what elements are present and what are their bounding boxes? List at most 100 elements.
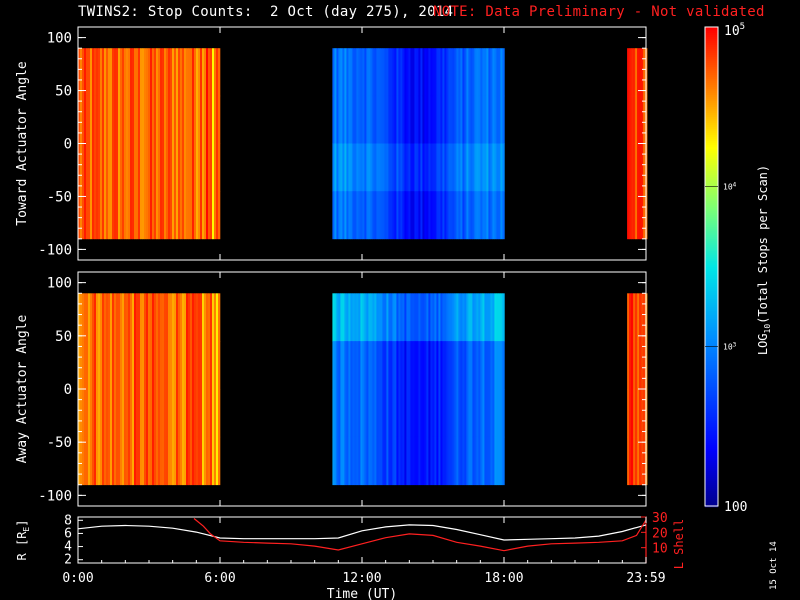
heatmap-cell [448,143,451,192]
heatmap-cell [342,341,345,390]
heatmap-cell [366,48,369,97]
heatmap-cell [92,436,95,486]
heatmap-cell [192,436,195,486]
heatmap-cell [404,389,407,438]
heatmap-cell [170,389,173,438]
heatmap-cell [82,341,85,390]
heatmap-cell [206,389,209,438]
heatmap-cell [104,191,107,240]
heatmap-cell [372,143,375,192]
heatmap-cell [190,389,193,438]
heatmap-cell [120,389,123,438]
heatmap-cell [172,143,175,192]
heatmap-cell [342,389,345,438]
heatmap-cell [490,341,493,390]
heatmap-cell [342,293,345,342]
heatmap-cell [132,143,135,192]
heatmap-cell [358,143,361,192]
heatmap-cell [488,293,491,342]
colorbar-cell [705,489,718,492]
colorbar-cell [705,503,718,506]
colorbar-cell [705,173,718,176]
heatmap-cell [106,389,109,438]
heatmap-cell [380,95,383,144]
heatmap-cell [398,341,401,390]
heatmap-cell [172,436,175,486]
heatmap-cell [370,95,373,144]
heatmap-cell [362,191,365,240]
heatmap-cell [424,389,427,438]
colorbar-cell [705,321,718,324]
heatmap-cell [380,341,383,390]
heatmap-cell [392,341,395,390]
heatmap-cell [488,341,491,390]
heatmap-cell [218,341,221,390]
heatmap-cell [106,191,109,240]
heatmap-cell [418,95,421,144]
heatmap-cell [380,436,383,486]
heatmap-cell [90,293,93,342]
heatmap-cell [492,436,495,486]
heatmap-cell [446,48,449,97]
heatmap-cell [126,48,129,97]
colorbar-cell [705,433,718,436]
heatmap-cell [142,95,145,144]
y-tick-label: -50 [47,435,72,451]
colorbar-cell [705,229,718,232]
heatmap-cell [162,191,165,240]
heatmap-cell [132,436,135,486]
heatmap-cell [384,389,387,438]
heatmap-cell [374,48,377,97]
heatmap-cell [382,341,385,390]
colorbar-cell [705,447,718,450]
heatmap-cell [500,95,503,144]
heatmap-cell [148,389,151,438]
heatmap-cell [362,143,365,192]
colorbar-cell [705,431,718,434]
heatmap-cell [120,95,123,144]
heatmap-cell [418,389,421,438]
heatmap-cell [334,191,337,240]
heatmap-cell [78,95,81,144]
heatmap-cell [410,143,413,192]
heatmap-cell [94,436,97,486]
heatmap-cell [140,191,143,240]
heatmap-cell [218,191,221,240]
heatmap-cell [412,341,415,390]
heatmap-cell [178,191,181,240]
heatmap-cell [366,95,369,144]
heatmap-cell [156,48,159,97]
heatmap-cell [428,95,431,144]
heatmap-cell [478,341,481,390]
heatmap-cell [400,293,403,342]
heatmap-cell [462,95,465,144]
heatmap-cell [486,389,489,438]
heatmap-cell [140,48,143,97]
heatmap-cell [332,389,335,438]
heatmap-cell [170,341,173,390]
heatmap-cell [458,436,461,486]
heatmap-cell [488,95,491,144]
colorbar-cell [705,51,718,54]
heatmap-cell [466,191,469,240]
heatmap-cell [214,95,217,144]
heatmap-cell [196,48,199,97]
heatmap-cell [633,293,636,342]
heatmap-cell [629,191,632,240]
heatmap-cell [490,191,493,240]
heatmap-cell [346,143,349,192]
heatmap-cell [402,48,405,97]
heatmap-cell [138,436,141,486]
y-tick-label: 100 [47,276,72,292]
heatmap-cell [164,293,167,342]
heatmap-cell [496,143,499,192]
heatmap-cell [360,389,363,438]
heatmap-cell [450,293,453,342]
heatmap-cell [186,143,189,192]
y-axis-label: Away Actuator Angle [15,314,30,463]
heatmap-cell [500,389,503,438]
heatmap-cell [500,293,503,342]
heatmap-cell [643,293,646,342]
heatmap-cell [470,191,473,240]
colorbar-cell [705,291,718,294]
